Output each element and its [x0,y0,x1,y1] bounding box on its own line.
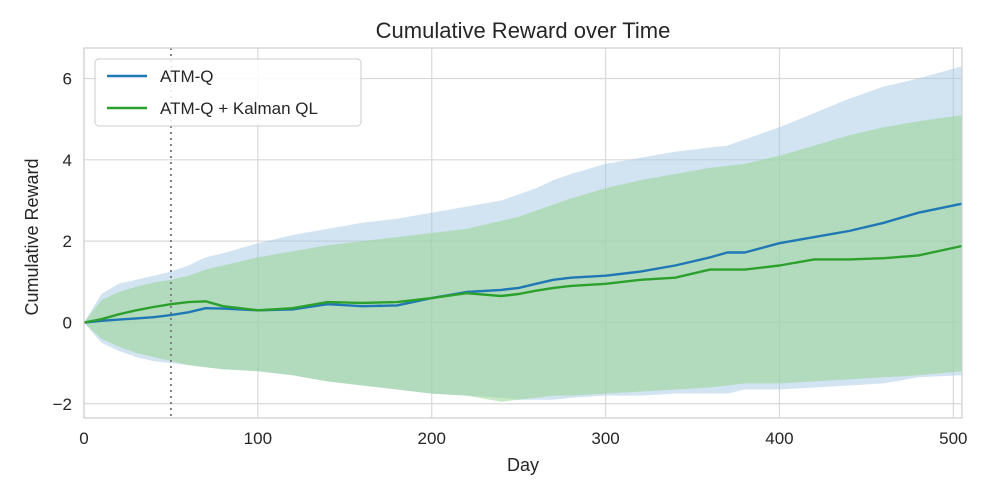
legend-label: ATM-Q + Kalman QL [160,99,318,118]
x-tick-label: 0 [79,429,88,448]
series-lines [83,202,963,324]
series-line [83,244,963,324]
confidence-bands [84,66,962,402]
x-tick-label: 300 [591,429,619,448]
series-line [83,202,963,324]
legend: ATM-Q ATM-Q + Kalman QL [94,58,362,127]
y-axis-label: Cumulative Reward [22,158,42,315]
y-tick-label: 0 [63,313,72,332]
x-tick-label: 200 [418,429,446,448]
axes [83,47,963,419]
x-tick-label: 500 [939,429,967,448]
legend-box [94,58,362,127]
legend-label: ATM-Q [160,67,214,86]
y-tick-label: −2 [53,395,72,414]
y-tick-label: 4 [63,151,72,170]
x-tick-label: 400 [765,429,793,448]
x-axis-label: Day [507,455,539,475]
y-tick-label: 6 [63,69,72,88]
x-tick-label: 100 [244,429,272,448]
plot-frame [83,47,963,419]
confidence-band [84,115,962,402]
chart-title: Cumulative Reward over Time [376,18,671,43]
tick-labels: 0 100 200 300 400 500 −2 0 2 4 6 [53,69,968,448]
y-tick-label: 2 [63,232,72,251]
